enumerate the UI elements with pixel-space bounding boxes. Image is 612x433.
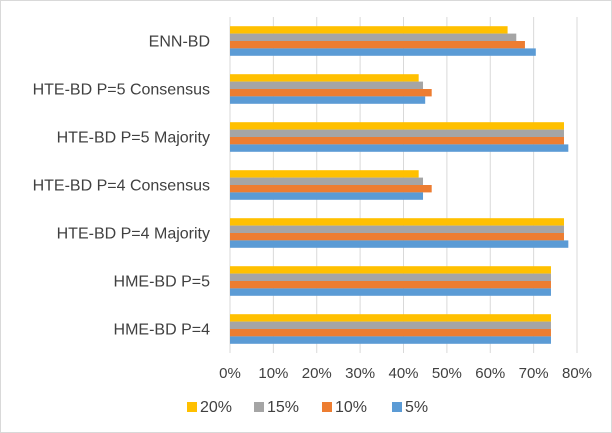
bar (230, 281, 551, 289)
category-labels: ENN-BD HTE-BD P=5 Consensus HTE-BD P=5 Maj… (33, 34, 211, 339)
category-label: HTE-BD P=4 Majority (57, 226, 210, 243)
bar (230, 170, 419, 178)
legend-label: 15% (267, 399, 299, 416)
category-label: ENN-BD (149, 34, 210, 51)
bar (230, 26, 508, 34)
legend-swatch (392, 402, 402, 412)
bar (230, 185, 432, 193)
x-tick-label: 70% (519, 365, 549, 382)
x-tick-label: 60% (475, 365, 505, 382)
bar (230, 89, 432, 97)
bar (230, 74, 419, 82)
bar (230, 144, 569, 152)
bar (230, 81, 424, 89)
bar (230, 129, 564, 137)
bar (230, 218, 564, 226)
category-label: HTE-BD P=4 Consensus (33, 178, 210, 195)
category-label: HTE-BD P=5 Consensus (33, 82, 210, 99)
x-tick-label: 40% (388, 365, 418, 382)
bar (230, 314, 551, 322)
legend-swatch (322, 402, 332, 412)
x-tick-label: 20% (302, 365, 332, 382)
x-tick-label: 80% (562, 365, 592, 382)
category-label: HME-BD P=5 (114, 274, 211, 291)
bar (230, 233, 564, 241)
bar (230, 122, 564, 130)
bar (230, 33, 517, 41)
bar (230, 240, 569, 248)
legend-swatch (254, 402, 264, 412)
legend-label: 10% (335, 399, 367, 416)
bar (230, 41, 525, 49)
bar (230, 192, 424, 200)
bar (230, 266, 551, 274)
bar-series (230, 26, 569, 344)
bar (230, 273, 551, 281)
x-tick-label: 30% (345, 365, 375, 382)
bar (230, 137, 564, 145)
category-label: HTE-BD P=5 Majority (57, 130, 210, 147)
x-tick-label: 10% (258, 365, 288, 382)
legend-label: 20% (200, 399, 232, 416)
bar (230, 329, 551, 337)
x-tick-label: 50% (432, 365, 462, 382)
bar (230, 225, 564, 233)
bar (230, 177, 424, 185)
bar (230, 336, 551, 344)
x-axis-tick-labels: 0% 10% 20% 30% 40% 50% 60% 70% 80% (219, 365, 592, 382)
bar (230, 321, 551, 329)
legend: 20% 15% 10% 5% (187, 399, 428, 416)
legend-swatch (187, 402, 197, 412)
legend-label: 5% (405, 399, 428, 416)
category-label: HME-BD P=4 (114, 322, 211, 339)
x-tick-label: 0% (219, 365, 241, 382)
bar (230, 48, 536, 56)
bar (230, 288, 551, 296)
bar (230, 96, 426, 104)
